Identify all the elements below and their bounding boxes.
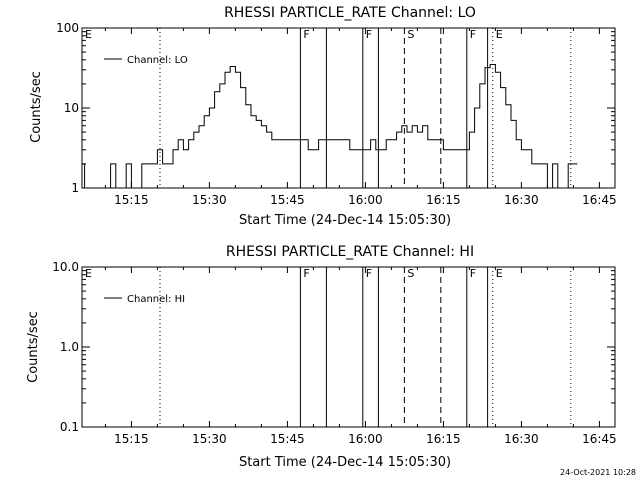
panel-hi-ylabel: Counts/sec <box>26 311 41 383</box>
panel-lo-legend-label: Channel: LO <box>127 55 188 66</box>
panel-hi-marker-label: F <box>470 267 476 280</box>
panel-hi-x-tick-label: 16:00 <box>348 432 383 446</box>
panel-lo-y-tick-label: 1 <box>71 181 79 195</box>
panel-hi-x-tick-label: 16:45 <box>582 432 617 446</box>
panel-hi-y-tick-label: 1.0 <box>60 340 79 354</box>
panel-lo-title: RHESSI PARTICLE_RATE Channel: LO <box>224 5 476 21</box>
panel-lo-marker-label: E <box>85 28 92 41</box>
panel-lo-legend: Channel: LO <box>104 55 188 66</box>
panel-hi-title: RHESSI PARTICLE_RATE Channel: HI <box>226 244 474 260</box>
plot-timestamp: 24-Oct-2021 10:28 <box>560 468 636 477</box>
panel-lo-axes-box <box>81 27 616 189</box>
panel-lo-x-tick-label: 16:30 <box>504 193 539 207</box>
panel-hi-xlabel: Start Time (24-Dec-14 15:05:30) <box>239 455 451 470</box>
panel-hi-y-tick-label: 10.0 <box>52 260 79 274</box>
panel-lo-x-tick-label: 15:15 <box>114 193 149 207</box>
panel-hi-marker-label: S <box>407 267 414 280</box>
panel-hi-marker-label: F <box>366 267 372 280</box>
panel-lo-marker-label: F <box>366 28 372 41</box>
panel-hi-y-tick-label: 0.1 <box>60 420 79 434</box>
panel-hi-axes-box <box>81 266 616 428</box>
panel-lo-marker-label: F <box>303 28 309 41</box>
panel-lo-marker-label: E <box>496 28 503 41</box>
panel-hi-x-tick-label: 15:45 <box>270 432 305 446</box>
panel-lo-y-tick-label: 100 <box>56 21 79 35</box>
panel-lo-x-tick-label: 15:30 <box>192 193 227 207</box>
panel-hi-x-tick-label: 16:15 <box>426 432 461 446</box>
panel-lo-xlabel: Start Time (24-Dec-14 15:05:30) <box>239 213 451 228</box>
panel-lo-marker-label: F <box>470 28 476 41</box>
panel-lo-x-tick-label: 16:45 <box>582 193 617 207</box>
panel-hi-x-tick-label: 15:30 <box>192 432 227 446</box>
panel-lo-y-tick-label: 10 <box>64 101 79 115</box>
panel-hi-legend-label: Channel: HI <box>127 294 185 305</box>
panel-hi-marker-label: E <box>85 267 92 280</box>
panel-hi-marker-label: E <box>496 267 503 280</box>
panel-hi-legend: Channel: HI <box>104 294 185 305</box>
panel-lo-x-tick-label: 16:15 <box>426 193 461 207</box>
panel-lo-x-tick-label: 15:45 <box>270 193 305 207</box>
panel-hi-marker-label: F <box>303 267 309 280</box>
panel-lo-marker-label: S <box>407 28 414 41</box>
panel-lo-series-line <box>82 64 578 189</box>
panel-lo-x-tick-label: 16:00 <box>348 193 383 207</box>
panel-lo-ticks: 15:15 15:30 15:45 16:00 16:15 16:30 16:45 1 10 10… <box>56 21 617 207</box>
panel-hi-x-tick-label: 15:15 <box>114 432 149 446</box>
panel-lo-ylabel: Counts/sec <box>29 71 44 143</box>
panel-hi-x-tick-label: 16:30 <box>504 432 539 446</box>
